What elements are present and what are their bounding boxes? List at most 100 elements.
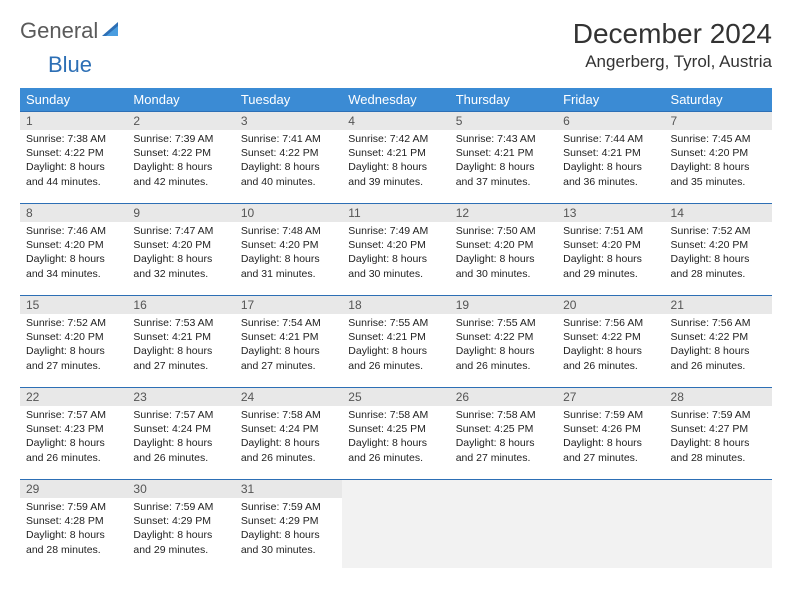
daylight-line-2: and 28 minutes. <box>26 543 121 557</box>
day-number: 9 <box>127 204 234 222</box>
sunset-line: Sunset: 4:20 PM <box>456 238 551 252</box>
sunrise-line: Sunrise: 7:49 AM <box>348 224 443 238</box>
sunrise-line: Sunrise: 7:51 AM <box>563 224 658 238</box>
sunrise-line: Sunrise: 7:58 AM <box>348 408 443 422</box>
calendar-cell: 30Sunrise: 7:59 AMSunset: 4:29 PMDayligh… <box>127 480 234 572</box>
day-number: 25 <box>342 388 449 406</box>
daylight-line-2: and 44 minutes. <box>26 175 121 189</box>
daylight-line-1: Daylight: 8 hours <box>563 344 658 358</box>
day-details: Sunrise: 7:57 AMSunset: 4:24 PMDaylight:… <box>127 406 234 469</box>
daylight-line-2: and 26 minutes. <box>456 359 551 373</box>
day-details: Sunrise: 7:45 AMSunset: 4:20 PMDaylight:… <box>665 130 772 193</box>
day-details: Sunrise: 7:52 AMSunset: 4:20 PMDaylight:… <box>665 222 772 285</box>
calendar-cell: 28Sunrise: 7:59 AMSunset: 4:27 PMDayligh… <box>665 388 772 480</box>
day-number: 28 <box>665 388 772 406</box>
daylight-line-1: Daylight: 8 hours <box>348 344 443 358</box>
calendar-cell: 24Sunrise: 7:58 AMSunset: 4:24 PMDayligh… <box>235 388 342 480</box>
calendar-cell: 16Sunrise: 7:53 AMSunset: 4:21 PMDayligh… <box>127 296 234 388</box>
calendar-week-row: 1Sunrise: 7:38 AMSunset: 4:22 PMDaylight… <box>20 112 772 204</box>
sunset-line: Sunset: 4:23 PM <box>26 422 121 436</box>
sunset-line: Sunset: 4:20 PM <box>671 238 766 252</box>
sunrise-line: Sunrise: 7:58 AM <box>456 408 551 422</box>
day-details: Sunrise: 7:44 AMSunset: 4:21 PMDaylight:… <box>557 130 664 193</box>
day-number: 8 <box>20 204 127 222</box>
sunset-line: Sunset: 4:27 PM <box>671 422 766 436</box>
calendar-cell: 27Sunrise: 7:59 AMSunset: 4:26 PMDayligh… <box>557 388 664 480</box>
calendar-week-row: 22Sunrise: 7:57 AMSunset: 4:23 PMDayligh… <box>20 388 772 480</box>
calendar-cell: 17Sunrise: 7:54 AMSunset: 4:21 PMDayligh… <box>235 296 342 388</box>
logo-text-blue: Blue <box>48 52 92 77</box>
sunset-line: Sunset: 4:28 PM <box>26 514 121 528</box>
day-number: 31 <box>235 480 342 498</box>
calendar-cell: 26Sunrise: 7:58 AMSunset: 4:25 PMDayligh… <box>450 388 557 480</box>
sunrise-line: Sunrise: 7:59 AM <box>241 500 336 514</box>
calendar-cell: 15Sunrise: 7:52 AMSunset: 4:20 PMDayligh… <box>20 296 127 388</box>
daylight-line-1: Daylight: 8 hours <box>133 252 228 266</box>
daylight-line-2: and 26 minutes. <box>133 451 228 465</box>
calendar-cell: 20 Sunrise: 7:56 AMSunset: 4:22 PMDayligh… <box>557 296 664 388</box>
day-details: Sunrise: 7:41 AMSunset: 4:22 PMDaylight:… <box>235 130 342 193</box>
calendar-cell <box>665 480 772 572</box>
calendar-cell: 12Sunrise: 7:50 AMSunset: 4:20 PMDayligh… <box>450 204 557 296</box>
day-details: Sunrise: 7:38 AMSunset: 4:22 PMDaylight:… <box>20 130 127 193</box>
day-number: 7 <box>665 112 772 130</box>
day-number: 15 <box>20 296 127 314</box>
daylight-line-2: and 26 minutes. <box>563 359 658 373</box>
daylight-line-1: Daylight: 8 hours <box>241 528 336 542</box>
sunrise-line: Sunrise: 7:59 AM <box>26 500 121 514</box>
day-number: 23 <box>127 388 234 406</box>
day-details: Sunrise: 7:58 AMSunset: 4:25 PMDaylight:… <box>450 406 557 469</box>
sunset-line: Sunset: 4:20 PM <box>241 238 336 252</box>
weekday-header: Wednesday <box>342 88 449 112</box>
day-details: Sunrise: 7:54 AMSunset: 4:21 PMDaylight:… <box>235 314 342 377</box>
day-details: Sunrise: 7:58 AMSunset: 4:24 PMDaylight:… <box>235 406 342 469</box>
day-number: 2 <box>127 112 234 130</box>
sunrise-line: Sunrise: 7:59 AM <box>563 408 658 422</box>
day-number: 1 <box>20 112 127 130</box>
sunrise-line: Sunrise: 7:56 AM <box>563 316 658 330</box>
weekday-header: Sunday <box>20 88 127 112</box>
sunrise-line: Sunrise: 7:48 AM <box>241 224 336 238</box>
sunrise-line: Sunrise: 7:57 AM <box>26 408 121 422</box>
calendar-cell: 19Sunrise: 7:55 AMSunset: 4:22 PMDayligh… <box>450 296 557 388</box>
sunrise-line: Sunrise: 7:44 AM <box>563 132 658 146</box>
sunrise-line: Sunrise: 7:39 AM <box>133 132 228 146</box>
daylight-line-1: Daylight: 8 hours <box>26 160 121 174</box>
sunset-line: Sunset: 4:22 PM <box>563 330 658 344</box>
sunrise-line: Sunrise: 7:54 AM <box>241 316 336 330</box>
calendar-cell: 13Sunrise: 7:51 AMSunset: 4:20 PMDayligh… <box>557 204 664 296</box>
calendar-cell: 21Sunrise: 7:56 AMSunset: 4:22 PMDayligh… <box>665 296 772 388</box>
daylight-line-2: and 26 minutes. <box>348 451 443 465</box>
sunset-line: Sunset: 4:22 PM <box>671 330 766 344</box>
daylight-line-1: Daylight: 8 hours <box>26 436 121 450</box>
day-number: 10 <box>235 204 342 222</box>
sunset-line: Sunset: 4:21 PM <box>133 330 228 344</box>
sunrise-line: Sunrise: 7:55 AM <box>456 316 551 330</box>
day-details: Sunrise: 7:52 AMSunset: 4:20 PMDaylight:… <box>20 314 127 377</box>
calendar-cell <box>557 480 664 572</box>
daylight-line-2: and 32 minutes. <box>133 267 228 281</box>
day-number: 6 <box>557 112 664 130</box>
sunrise-line: Sunrise: 7:55 AM <box>348 316 443 330</box>
daylight-line-2: and 27 minutes. <box>563 451 658 465</box>
sunrise-line: Sunrise: 7:57 AM <box>133 408 228 422</box>
sunset-line: Sunset: 4:22 PM <box>241 146 336 160</box>
logo: General <box>20 18 124 44</box>
day-details: Sunrise: 7:49 AMSunset: 4:20 PMDaylight:… <box>342 222 449 285</box>
daylight-line-1: Daylight: 8 hours <box>26 528 121 542</box>
day-number: 17 <box>235 296 342 314</box>
daylight-line-2: and 29 minutes. <box>133 543 228 557</box>
day-details: Sunrise: 7:46 AMSunset: 4:20 PMDaylight:… <box>20 222 127 285</box>
daylight-line-2: and 30 minutes. <box>456 267 551 281</box>
sunrise-line: Sunrise: 7:41 AM <box>241 132 336 146</box>
sunrise-line: Sunrise: 7:59 AM <box>133 500 228 514</box>
daylight-line-2: and 39 minutes. <box>348 175 443 189</box>
day-number: 20 <box>557 296 664 314</box>
daylight-line-1: Daylight: 8 hours <box>241 344 336 358</box>
sunset-line: Sunset: 4:24 PM <box>241 422 336 436</box>
daylight-line-1: Daylight: 8 hours <box>133 528 228 542</box>
day-details: Sunrise: 7:59 AMSunset: 4:29 PMDaylight:… <box>235 498 342 561</box>
daylight-line-2: and 27 minutes. <box>456 451 551 465</box>
day-number: 26 <box>450 388 557 406</box>
day-details: Sunrise: 7:55 AMSunset: 4:21 PMDaylight:… <box>342 314 449 377</box>
